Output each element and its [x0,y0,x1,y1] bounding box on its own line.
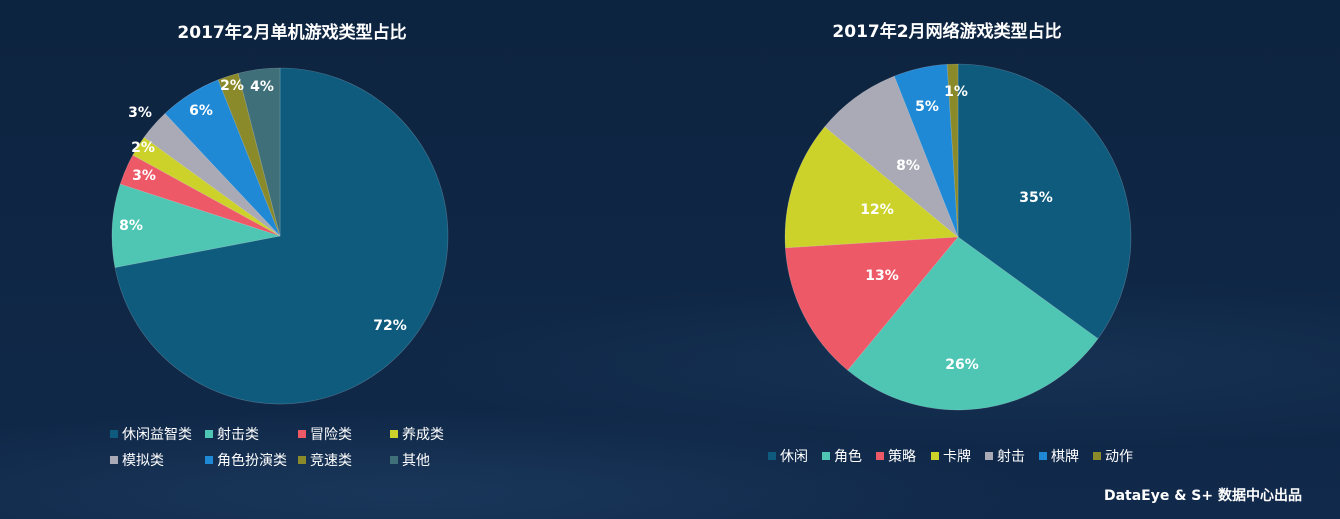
legend-item: 竞速类 [310,452,352,469]
pie-slice [847,236,1099,411]
slice-label: 6% [189,103,213,119]
legend-swatch [768,452,776,460]
pie-slice [824,75,959,238]
pie-slice [143,113,281,237]
slice-label: 72% [373,318,407,334]
legend-swatch [110,456,118,464]
pie-slice [111,183,281,268]
legend-swatch [1039,452,1047,460]
legend-swatch [298,430,306,438]
legend-swatch [110,430,118,438]
legend-item: 动作 [1105,449,1133,465]
legend-swatch [390,456,398,464]
pie-slice [114,67,449,405]
slice-label: 3% [128,105,152,121]
legend-swatch [985,452,993,460]
legend-swatch [298,456,306,464]
pie-slice [784,126,959,249]
legend-swatch [1093,452,1101,460]
chart-title: 2017年2月单机游戏类型占比 [177,22,406,43]
legend-item: 角色扮演类 [217,452,287,469]
legend-item: 棋牌 [1051,448,1079,465]
legend-item: 休闲 [780,449,808,465]
slice-label: 8% [119,218,143,234]
slice-label: 5% [915,99,939,115]
pie-slice [957,63,1132,340]
pie-slice [946,63,959,238]
legend-item: 养成类 [402,427,444,443]
legend-item: 模拟类 [122,453,164,469]
legend-item: 休闲益智类 [122,427,192,443]
pie-slice [893,64,959,238]
pie-slice [785,236,959,371]
slice-label: 13% [865,268,899,284]
legend-item: 射击类 [217,427,259,443]
slice-label: 3% [132,168,156,184]
legend-item: 策略 [888,448,916,465]
legend-swatch [205,430,213,438]
legend-swatch [390,430,398,438]
pie-slice [217,72,281,237]
legend-item: 射击 [997,449,1025,465]
pie-slice [237,67,281,237]
slice-label: 12% [860,202,894,218]
slice-label: 4% [250,79,274,95]
slice-label: 2% [131,140,155,156]
pie-slice [132,136,281,237]
pie-slice [119,154,281,237]
legend-item: 卡牌 [943,448,971,465]
footer-credit: DataEye & S+ 数据中心出品 [1103,488,1302,504]
chart-title: 2017年2月网络游戏类型占比 [832,21,1061,42]
legend-swatch [931,452,939,460]
legend-item: 冒险类 [310,427,352,443]
legend-item: 角色 [834,448,862,465]
legend-swatch [822,452,830,460]
slice-label: 35% [1019,190,1053,206]
slice-label: 26% [945,357,979,373]
legend-swatch [876,452,884,460]
slice-label: 1% [944,84,968,100]
chart-online: 2017年2月网络游戏类型占比 35% 26% 13% 12% 8% 5% 1% 休闲 角色 策略 卡… [768,21,1133,465]
chart-single-player: 2017年2月单机游戏类型占比 72% 8% 3% 2% 3% 6% 2% 4% 休闲益智类 射击类… [110,22,449,469]
legend-swatch [205,456,213,464]
slice-label: 2% [220,78,244,94]
legend-item: 其他 [402,453,430,469]
pie-slice [164,79,281,237]
slice-label: 8% [896,158,920,174]
